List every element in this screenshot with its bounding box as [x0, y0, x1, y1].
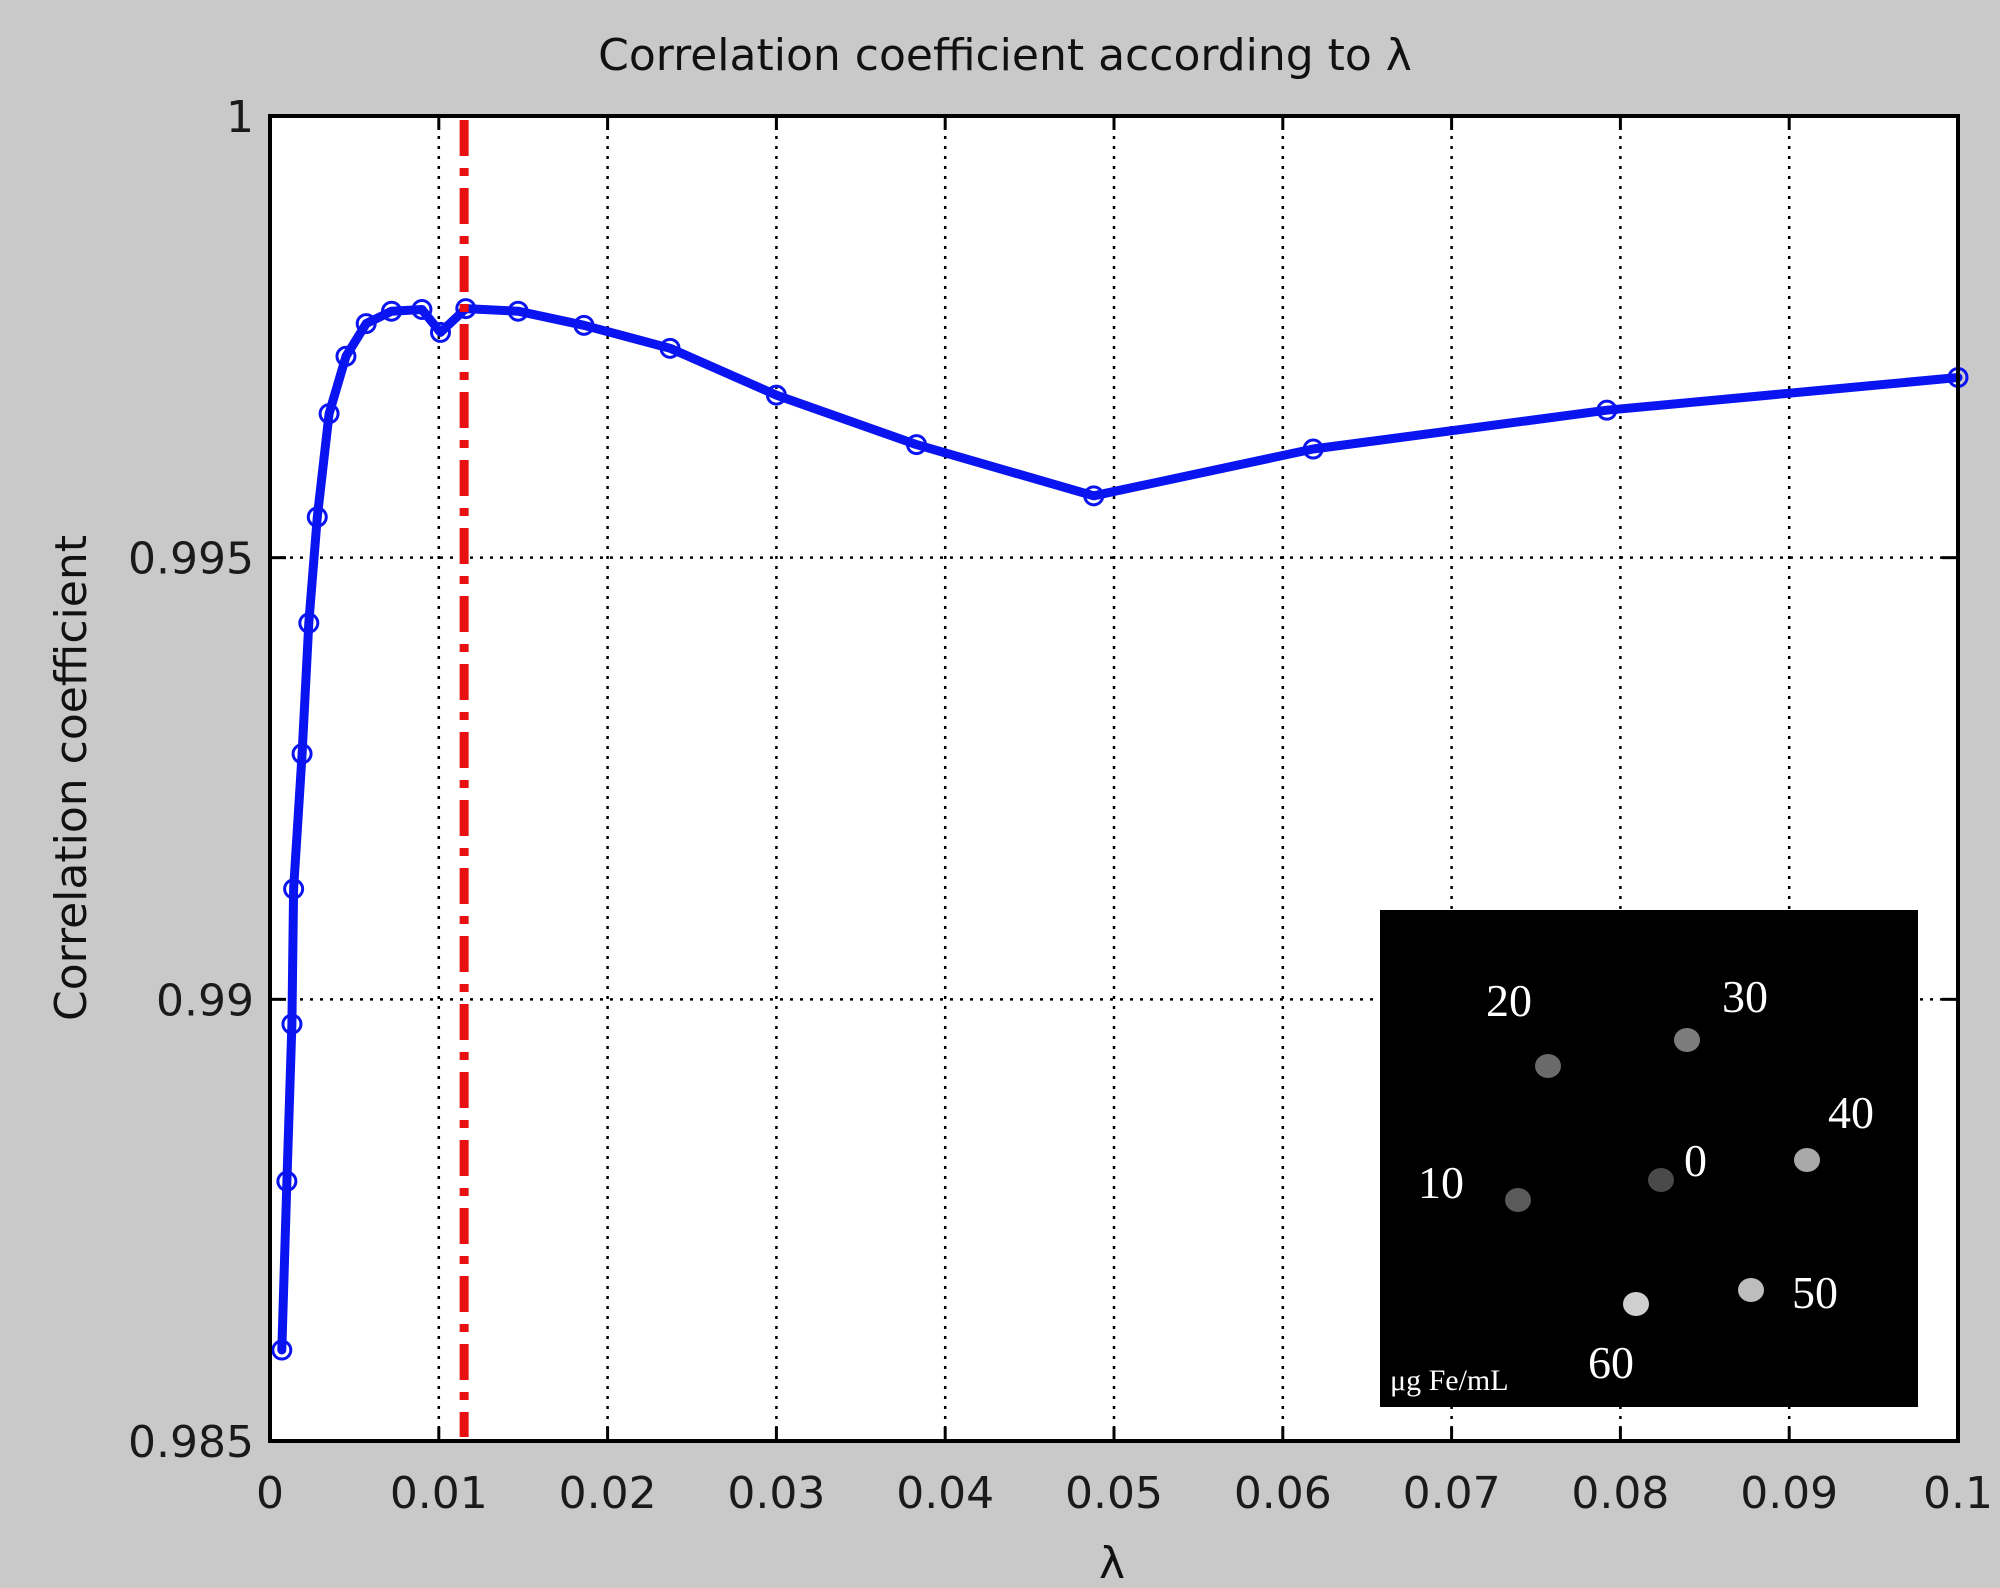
data-point — [281, 1013, 303, 1035]
sample-label-30: 30 — [1722, 971, 1768, 1022]
y-tick-label: 0.995 — [128, 534, 254, 585]
x-tick-label: 0.07 — [1403, 1468, 1501, 1519]
y-tick-label: 1 — [226, 92, 254, 143]
x-tick-label: 0.04 — [896, 1468, 994, 1519]
data-point — [1083, 485, 1105, 507]
sample-label-0: 0 — [1684, 1135, 1707, 1186]
grid — [268, 114, 1960, 1443]
data-point — [1302, 438, 1324, 460]
sample-dot-40 — [1794, 1148, 1820, 1172]
data-point — [507, 300, 529, 322]
y-tick-labels: 0.985 0.99 0.995 1 — [128, 92, 254, 1468]
data-point — [411, 298, 433, 320]
data-point — [1596, 399, 1618, 421]
sample-dot-0 — [1648, 1168, 1674, 1192]
data-point — [765, 384, 787, 406]
sample-dot-60 — [1623, 1292, 1649, 1316]
x-tick-label: 0.09 — [1740, 1468, 1838, 1519]
data-point — [318, 403, 340, 425]
series-line — [277, 304, 1963, 1355]
sample-label-50: 50 — [1792, 1267, 1838, 1318]
data-point — [271, 1339, 293, 1361]
data-point — [306, 506, 328, 528]
x-axis-label: λ — [1099, 1538, 1125, 1588]
sample-label-40: 40 — [1828, 1087, 1874, 1138]
data-point — [355, 313, 377, 335]
data-point — [283, 878, 305, 900]
x-tick-label: 0 — [256, 1468, 284, 1519]
sample-label-60: 60 — [1588, 1337, 1634, 1388]
data-point — [659, 337, 681, 359]
chart-title: Correlation coefficient according to λ — [598, 30, 1412, 81]
data-point — [429, 321, 451, 343]
data-point — [381, 300, 403, 322]
x-tick-label: 0.1 — [1923, 1468, 1993, 1519]
phantom-inset-image: μg Fe/mL 0 10 20 30 40 50 60 — [1380, 910, 1918, 1407]
x-tick-label: 0.06 — [1234, 1468, 1332, 1519]
data-point — [291, 743, 313, 765]
x-tick-label: 0.08 — [1571, 1468, 1669, 1519]
data-point — [455, 298, 477, 320]
plot-frame — [268, 114, 1960, 1443]
inset-unit-label: μg Fe/mL — [1390, 1364, 1509, 1397]
x-tick-label: 0.05 — [1065, 1468, 1163, 1519]
data-point — [335, 345, 357, 367]
sample-label-10: 10 — [1418, 1157, 1464, 1208]
x-tick-label: 0.02 — [559, 1468, 657, 1519]
sample-dot-30 — [1674, 1028, 1700, 1052]
data-point — [906, 434, 928, 456]
sample-label-20: 20 — [1486, 975, 1532, 1026]
x-tick-label: 0.03 — [727, 1468, 825, 1519]
sample-dot-50 — [1738, 1278, 1764, 1302]
y-axis-label: Correlation coefficient — [46, 535, 97, 1021]
data-point — [276, 1170, 298, 1192]
x-tick-label: 0.01 — [390, 1468, 488, 1519]
y-tick-label: 0.99 — [156, 975, 254, 1026]
sample-dot-10 — [1505, 1188, 1531, 1212]
sample-dot-20 — [1535, 1054, 1561, 1078]
data-point — [573, 314, 595, 336]
y-tick-label: 0.985 — [128, 1417, 254, 1468]
x-tick-labels: 0 0.01 0.02 0.03 0.04 0.05 0.06 0.07 0.08 0.09 0.1 — [256, 1468, 1993, 1519]
data-point — [298, 612, 320, 634]
